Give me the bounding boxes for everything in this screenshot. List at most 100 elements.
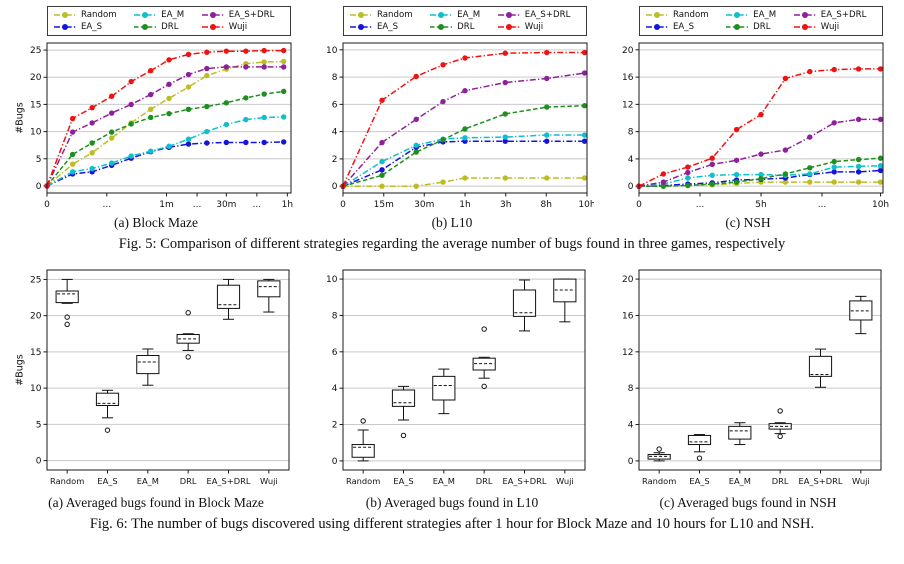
svg-text:4: 4: [628, 155, 634, 165]
legend-item-ea-m: EA_M: [725, 9, 787, 21]
svg-text:8: 8: [628, 128, 634, 138]
legend-marker-icon: [134, 24, 157, 30]
svg-text:12: 12: [622, 348, 633, 358]
svg-text:Random: Random: [50, 476, 84, 486]
legend-marker-icon: [430, 12, 453, 18]
gridlines: [639, 49, 883, 187]
box-random: [647, 446, 671, 462]
svg-text:20: 20: [30, 73, 42, 83]
box-wuji: [257, 278, 281, 313]
svg-text:20: 20: [622, 275, 634, 285]
legend-label: EA_S: [673, 21, 695, 32]
x-axis: 0... 5h... 10h: [636, 193, 889, 210]
svg-text:...: ...: [102, 200, 111, 210]
legend-item-wuji: Wuji: [497, 21, 581, 33]
plot-border: [342, 42, 588, 194]
legend-label: EA_S+DRL: [820, 9, 867, 20]
legend-item-wuji: Wuji: [201, 21, 285, 33]
svg-text:DRL: DRL: [476, 476, 493, 486]
legend-item-ea-s-drl: EA_S+DRL: [497, 9, 581, 21]
svg-text:25: 25: [30, 275, 41, 285]
fig5b-line-chart: 0 2 4 6 8 10 0 15m 30m 1h 3h 8h 10h: [310, 38, 594, 214]
svg-text:2: 2: [332, 421, 338, 431]
box-drl: [176, 310, 200, 360]
plot-border: [638, 42, 884, 194]
legend-label: Wuji: [228, 21, 248, 32]
svg-text:10h: 10h: [578, 200, 594, 210]
fig5b-subcaption: (b) L10: [431, 215, 473, 230]
plot-border: [342, 269, 586, 471]
fig6-row: 0 5 10 15 20 25 #Bugs Random EA_S EA_M DRL EA_S+DRL…: [0, 260, 904, 511]
legend-label: Wuji: [524, 21, 544, 32]
svg-text:15: 15: [30, 348, 41, 358]
fig5b-block: Random EA_S EA_M DRL EA_S+DRL Wuji 0 2 4 6 8 10 0 15…: [310, 0, 594, 231]
series-wuji: [340, 49, 588, 189]
fig5c-legend: Random EA_S EA_M DRL EA_S+DRL Wuji: [639, 6, 883, 36]
svg-text:16: 16: [622, 73, 634, 83]
box-drl: [472, 326, 496, 390]
y-axis: 0 5 10 15 20 25: [30, 275, 47, 467]
fig6a-box-chart: 0 5 10 15 20 25 #Bugs Random EA_S EA_M DRL EA_S+DRL…: [14, 262, 298, 494]
legend-item-drl: DRL: [429, 21, 491, 33]
svg-text:8h: 8h: [541, 200, 552, 210]
legend-marker-icon: [54, 24, 76, 30]
svg-text:6: 6: [332, 348, 338, 358]
svg-text:15: 15: [30, 100, 41, 110]
legend-item-ea-m: EA_M: [133, 9, 195, 21]
svg-text:6: 6: [332, 100, 338, 110]
fig5a-block: Random EA_S EA_M DRL EA_S+DRL Wuji 0 5 10 15 20 25…: [14, 0, 298, 231]
svg-text:12: 12: [622, 100, 633, 110]
legend-marker-icon: [497, 12, 520, 18]
x-axis: 0... 1m... 30m... 1h: [44, 193, 293, 210]
svg-text:EA_S+DRL: EA_S+DRL: [798, 476, 842, 486]
svg-text:0: 0: [628, 457, 634, 467]
svg-text:DRL: DRL: [772, 476, 789, 486]
plot-border: [638, 269, 882, 471]
svg-text:8: 8: [628, 384, 634, 394]
y-axis: 0 4 8 12 16 20: [622, 275, 639, 467]
svg-text:Random: Random: [642, 476, 676, 486]
gridlines: [343, 278, 585, 462]
series-drl: [44, 88, 287, 189]
svg-text:...: ...: [818, 200, 827, 210]
y-axis-label: #Bugs: [15, 354, 26, 386]
box-wuji: [553, 278, 577, 323]
fig5b-legend: Random EA_S EA_M DRL EA_S+DRL Wuji: [343, 6, 587, 36]
legend-label: EA_M: [753, 9, 777, 20]
plot-border: [46, 42, 292, 194]
legend-item-random: Random: [53, 9, 127, 21]
svg-text:5: 5: [36, 420, 42, 430]
svg-text:25: 25: [30, 46, 41, 56]
legend-label: EA_S+DRL: [228, 9, 275, 20]
legend-marker-icon: [201, 24, 224, 30]
svg-text:EA_M: EA_M: [137, 476, 159, 486]
svg-text:8: 8: [332, 73, 338, 83]
svg-text:EA_S: EA_S: [97, 476, 117, 486]
plot-border: [46, 269, 290, 471]
svg-text:10: 10: [30, 128, 42, 138]
box-random: [351, 418, 375, 462]
svg-text:3h: 3h: [500, 200, 511, 210]
svg-text:EA_S+DRL: EA_S+DRL: [502, 476, 546, 486]
legend-item-ea-s: EA_S: [645, 21, 719, 33]
legend-marker-icon: [497, 24, 520, 30]
legend-marker-icon: [793, 24, 816, 30]
legend-label: EA_S: [377, 21, 399, 32]
svg-text:30m: 30m: [414, 200, 434, 210]
series-drl: [636, 155, 884, 189]
gridlines: [47, 49, 291, 187]
box-ea-s: [95, 389, 120, 433]
series-random: [44, 58, 287, 189]
legend-item-random: Random: [349, 9, 423, 21]
svg-text:10: 10: [326, 46, 338, 56]
gridlines: [343, 49, 587, 187]
svg-text:5h: 5h: [755, 200, 766, 210]
svg-text:2: 2: [332, 155, 338, 165]
svg-text:1h: 1h: [459, 200, 470, 210]
svg-text:Wuji: Wuji: [852, 476, 870, 486]
x-axis: 0 15m 30m 1h 3h 8h 10h: [340, 193, 594, 210]
svg-text:8: 8: [332, 311, 338, 321]
svg-text:Wuji: Wuji: [260, 476, 278, 486]
svg-text:Random: Random: [346, 476, 380, 486]
svg-text:15m: 15m: [374, 200, 394, 210]
